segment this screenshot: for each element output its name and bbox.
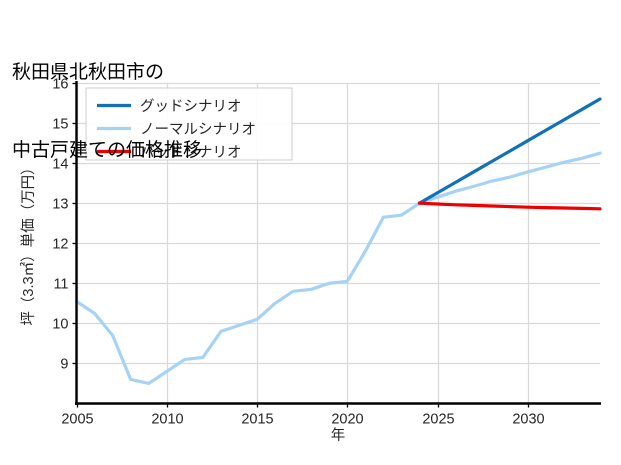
data-series-layer (74, 97, 602, 386)
line-good-scenario (417, 97, 602, 205)
tick-label-x-2030: 2030 (512, 412, 544, 428)
y-axis-ticks (72, 82, 77, 365)
tick-label-x-2005: 2005 (61, 412, 93, 428)
tick-label-x-2015: 2015 (241, 412, 273, 428)
tick-label-y-16: 16 (52, 77, 68, 93)
tick-label-x-2010: 2010 (151, 412, 183, 428)
chart-title-line-1: 秋田県北秋田市の (12, 62, 165, 83)
tick-label-y-11: 11 (53, 277, 68, 293)
tick-label-x-2025: 2025 (422, 412, 454, 428)
line-normal-scenario (74, 151, 602, 386)
chart-title: 秋田県北秋田市の 中古戸建ての価格推移 (12, 8, 202, 216)
tick-label-y-9: 9 (60, 357, 68, 373)
legend-label-bad-scenario: バッドシナリオ (140, 145, 242, 161)
y-axis-label: 坪（3.3㎡）単価（万円） (20, 160, 37, 325)
legend-entry-bad-scenario[interactable]: バッドシナリオ (97, 145, 242, 161)
chart-title-line-2: 中古戸建ての価格推移 (12, 140, 203, 161)
legend-entry-good-scenario[interactable]: グッドシナリオ (97, 98, 242, 115)
x-axis-label: 年 (331, 427, 346, 444)
tick-label-x-2020: 2020 (331, 412, 363, 428)
legend-label-good-scenario: グッドシナリオ (140, 98, 242, 115)
legend-label-normal-scenario: ノーマルシナリオ (140, 122, 256, 138)
y-axis-tick-labels: 9 10 11 12 13 14 15 16 (52, 77, 68, 373)
chart-legend: グッドシナリオ ノーマルシナリオ バッドシナリオ (85, 87, 293, 161)
tick-label-y-13: 13 (52, 197, 68, 213)
x-axis-ticks (76, 403, 530, 408)
line-bad-scenario (417, 201, 602, 211)
tick-label-y-15: 15 (52, 117, 68, 133)
tick-label-y-12: 12 (52, 237, 68, 253)
legend-entry-normal-scenario[interactable]: ノーマルシナリオ (97, 122, 256, 138)
x-axis-tick-labels: 2005 2010 2015 2020 2025 2030 (61, 412, 544, 428)
tick-label-y-14: 14 (52, 157, 68, 173)
tick-label-y-10: 10 (52, 317, 68, 333)
legend-box (85, 87, 293, 161)
